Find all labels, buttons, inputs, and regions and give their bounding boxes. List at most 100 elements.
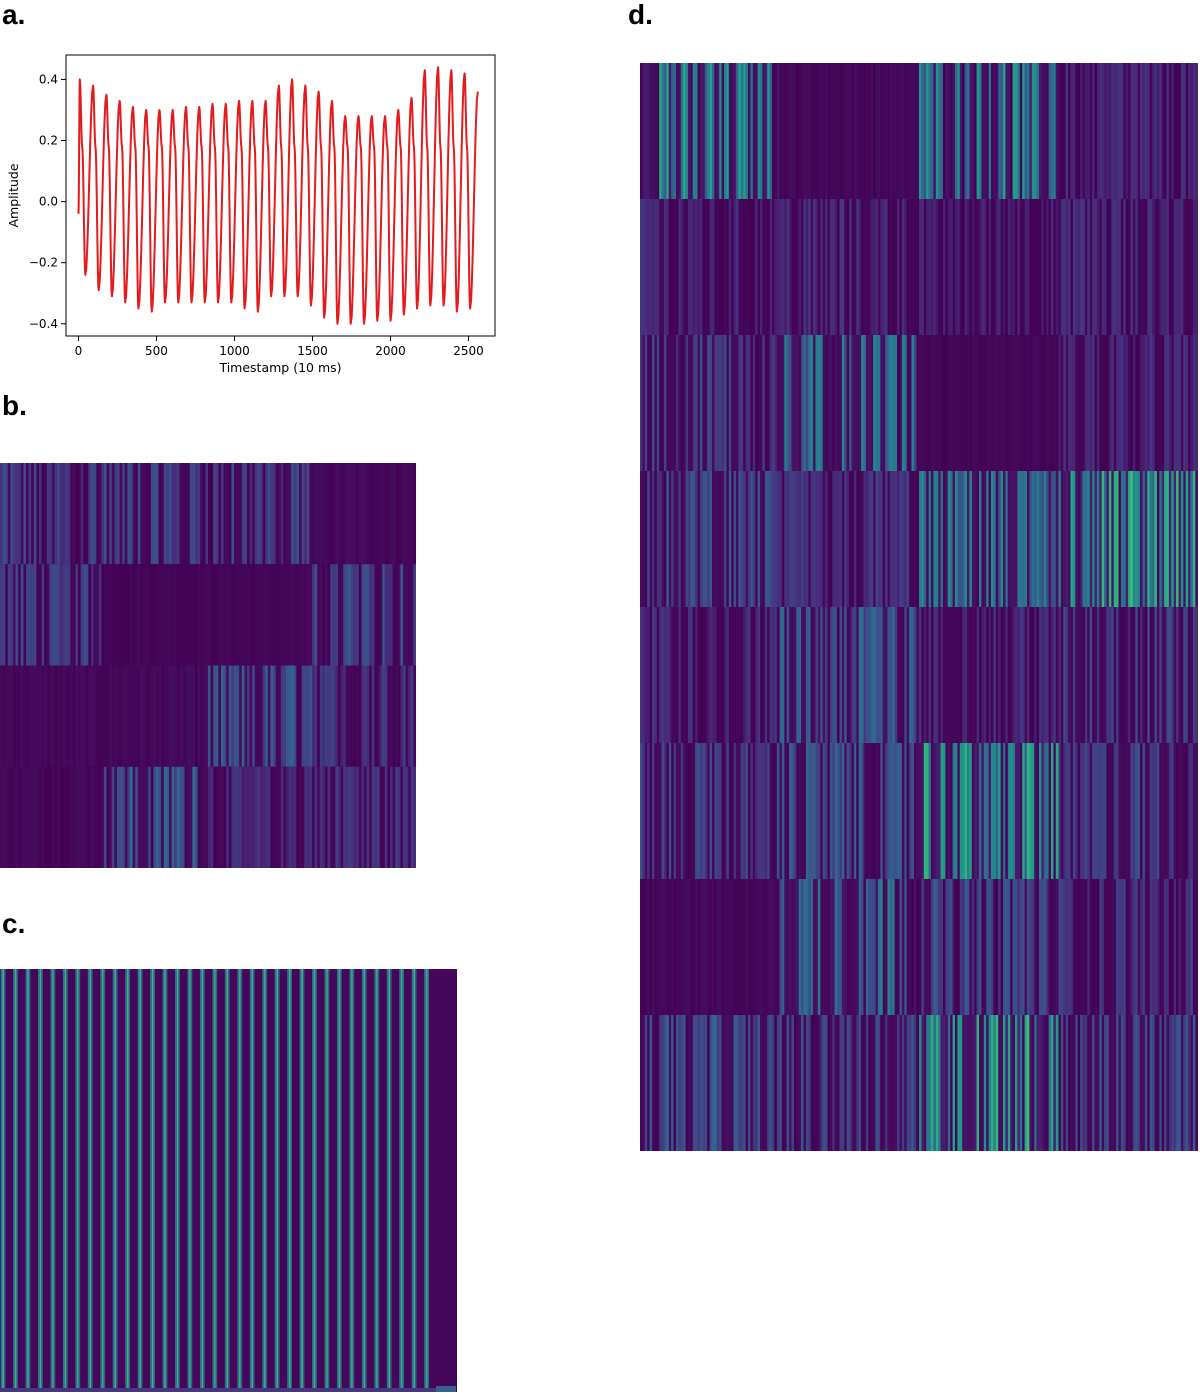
heatmap-stripe	[1080, 743, 1083, 879]
heatmap-stripe	[1113, 1015, 1117, 1151]
heatmap-stripe	[1077, 607, 1081, 743]
heatmap-stripe	[130, 665, 133, 767]
heatmap-stripe	[1108, 607, 1112, 743]
heatmap-stripe	[803, 607, 807, 743]
heatmap-stripe	[702, 199, 706, 335]
heatmap-stripe	[215, 766, 219, 868]
heatmap-stripe	[899, 1015, 903, 1151]
heatmap-stripe	[228, 564, 232, 666]
heatmap-stripe	[904, 1015, 907, 1151]
heatmap-stripe	[1161, 743, 1165, 879]
heatmap-stripe	[673, 1015, 677, 1151]
heatmap-stripe	[974, 63, 977, 199]
heatmap-stripe	[205, 665, 209, 767]
heatmap-stripe	[846, 607, 850, 743]
heatmap-stripe	[668, 743, 672, 879]
heatmap-stripe	[1003, 1015, 1006, 1151]
heatmap-stripe	[904, 471, 907, 607]
heatmap-stripe	[1089, 199, 1093, 335]
heatmap-stripe	[733, 607, 737, 743]
heatmap-stripe	[837, 335, 840, 471]
stripe-core	[301, 969, 303, 1388]
heatmap-stripe	[26, 766, 29, 868]
heatmap-stripe	[666, 879, 670, 1015]
heatmap-stripe	[813, 743, 816, 879]
heatmap-stripe	[70, 564, 74, 666]
heatmap-stripe	[31, 665, 35, 767]
heatmap-stripe	[374, 665, 378, 767]
heatmap-stripe	[853, 1015, 857, 1151]
heatmap-stripe	[724, 743, 727, 879]
heatmap-stripe	[865, 1015, 869, 1151]
heatmap-stripe	[861, 199, 864, 335]
heatmap-stripe	[403, 463, 406, 565]
heatmap-stripe	[288, 564, 292, 666]
heatmap-stripe	[647, 199, 650, 335]
heatmap-stripe	[733, 1015, 737, 1151]
heatmap-stripe	[1039, 1015, 1042, 1151]
heatmap-stripe	[262, 665, 266, 767]
heatmap-stripe	[964, 607, 968, 743]
heatmap-stripe	[776, 471, 780, 607]
heatmap-stripe	[192, 766, 196, 868]
heatmap-stripe	[1010, 63, 1013, 199]
heatmap-stripe	[861, 63, 864, 199]
heatmap-stripe	[1043, 471, 1047, 607]
heatmap-stripe	[1082, 335, 1086, 471]
heatmap-stripe	[1031, 1015, 1035, 1151]
heatmap-stripe	[762, 879, 766, 1015]
heatmap-stripe	[1116, 1015, 1119, 1151]
heatmap-stripe	[889, 607, 893, 743]
heatmap-stripe	[1190, 1015, 1194, 1151]
heatmap-stripe	[841, 743, 845, 879]
heatmap-block	[104, 766, 209, 868]
heatmap-stripe	[774, 879, 778, 1015]
heatmap-stripe	[979, 471, 982, 607]
heatmap-stripe	[72, 665, 76, 767]
heatmap-stripe	[299, 564, 302, 666]
heatmap-stripe	[1058, 879, 1062, 1015]
heatmap-stripe	[656, 879, 660, 1015]
heatmap-stripe	[270, 463, 274, 565]
heatmap-stripe	[950, 471, 953, 607]
heatmap-stripe	[75, 969, 81, 1388]
heatmap-stripe	[1135, 335, 1138, 471]
heatmap-stripe	[1017, 743, 1021, 879]
heatmap-stripe	[983, 743, 987, 879]
heatmap-stripe	[841, 879, 845, 1015]
heatmap-stripe	[213, 766, 217, 868]
heatmap-stripe	[273, 463, 276, 565]
heatmap-stripe	[49, 463, 53, 565]
heatmap-stripe	[974, 1015, 977, 1151]
heatmap-stripe	[950, 199, 953, 335]
heatmap-stripe	[714, 879, 718, 1015]
heatmap-stripe	[916, 879, 919, 1015]
heatmap-stripe	[750, 63, 754, 199]
heatmap-stripe	[1036, 607, 1040, 743]
heatmap-stripe	[1063, 335, 1066, 471]
heatmap-stripe	[62, 766, 66, 868]
heatmap-stripe	[894, 607, 898, 743]
heatmap-stripe	[236, 766, 240, 868]
heatmap-stripe	[901, 335, 905, 471]
heatmap-stripe	[685, 743, 689, 879]
heatmap-stripe	[1152, 471, 1155, 607]
heatmap-stripe	[343, 564, 347, 666]
y-tick-label: −0.4	[29, 317, 58, 331]
heatmap-stripe	[382, 665, 386, 767]
heatmap-stripe	[1072, 335, 1076, 471]
heatmap-stripe	[815, 199, 819, 335]
heatmap-stripe	[1000, 471, 1004, 607]
heatmap-stripe	[786, 199, 790, 335]
heatmap-stripe	[1190, 743, 1194, 879]
heatmap-stripe	[1104, 471, 1107, 607]
heatmap-stripe	[974, 607, 977, 743]
panel-a-line-chart: 0 500 1000 1500 2000 2500 −0.4 −0.2 0.0 0.2 0.4 Tim…	[0, 40, 520, 380]
heatmap-stripe	[719, 607, 722, 743]
stripe-fade	[91, 969, 93, 1388]
heatmap-stripe	[179, 463, 183, 565]
heatmap-stripe	[1089, 63, 1093, 199]
heatmap-stripe	[314, 665, 318, 767]
heatmap-stripe	[239, 766, 243, 868]
heatmap-stripe	[31, 463, 35, 565]
